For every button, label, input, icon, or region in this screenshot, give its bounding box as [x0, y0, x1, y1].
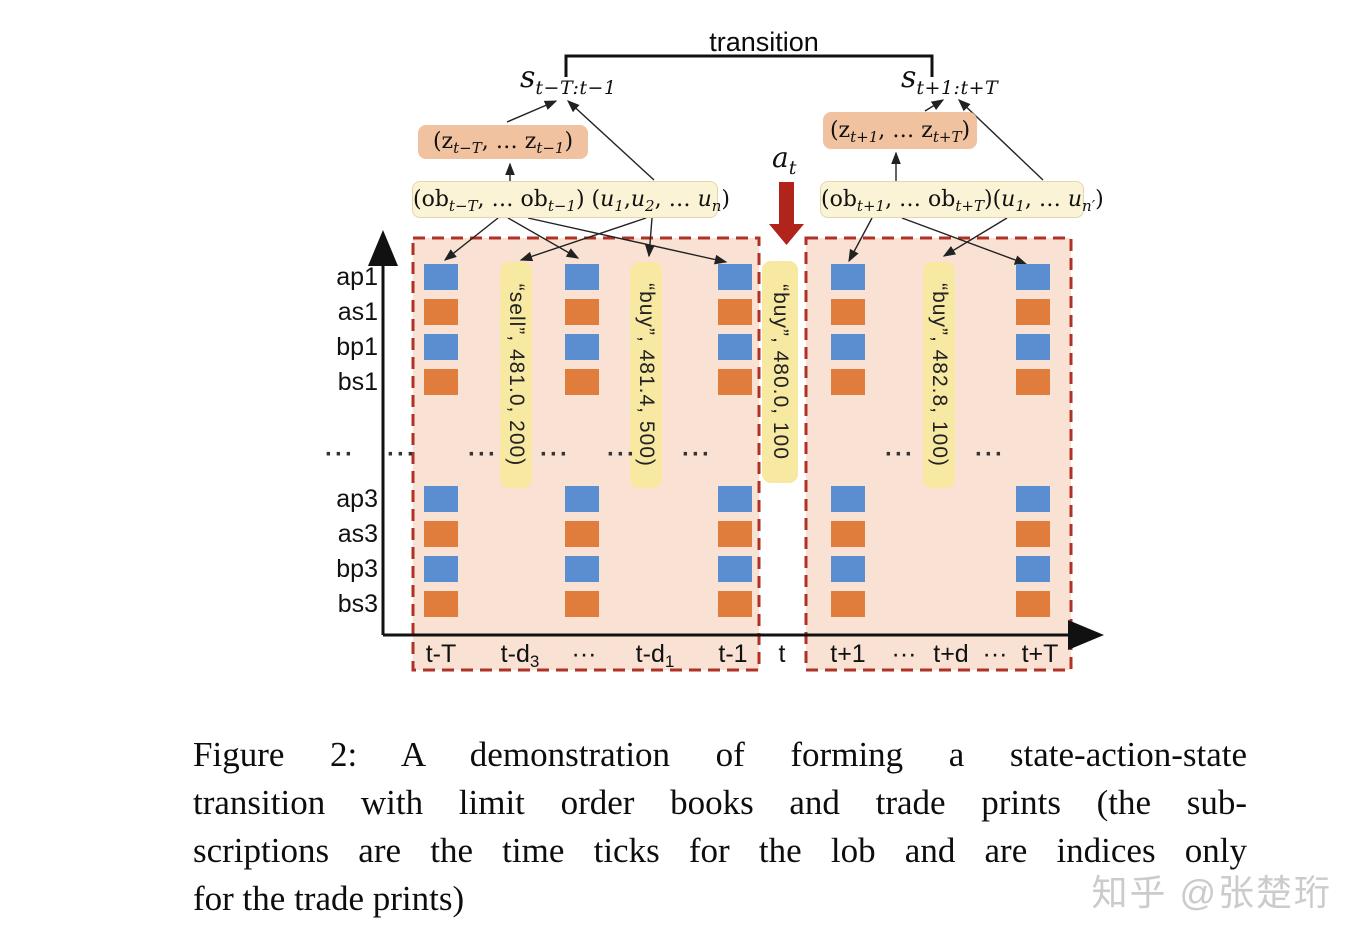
row-label-ap1: ap1 [336, 263, 378, 291]
lob-rect [831, 521, 865, 547]
x-tick-ellipsis: ··· [571, 640, 597, 668]
lob-rect [831, 556, 865, 582]
figure-caption: Figure 2: A demonstration of forming a s… [193, 731, 1247, 923]
encoded-lob-right-box: (zt+1, … zt+T) [823, 112, 977, 149]
lob-rect [424, 264, 458, 290]
lob-rect [718, 486, 752, 512]
trade-print-buy2-column [923, 262, 955, 488]
action-label: at [772, 141, 797, 179]
x-tick-t-d3: t-d3 [500, 640, 540, 671]
lob-rect [718, 299, 752, 325]
lob-rect [1016, 486, 1050, 512]
x-tick-t: t [778, 640, 786, 668]
lob-rect [1016, 299, 1050, 325]
lob-rect [1016, 369, 1050, 395]
state-right-label: st+1:t+T [901, 60, 999, 99]
lob-rect [424, 369, 458, 395]
state-left-label: st−T:t−1 [520, 60, 617, 99]
lob-rect [565, 556, 599, 582]
lob-rect [831, 264, 865, 290]
lob-rect [1016, 521, 1050, 547]
x-tick-t+1: t+1 [830, 640, 866, 668]
watermark: 知乎 @张楚珩 [1091, 872, 1332, 913]
row-label-bp1: bp1 [336, 333, 378, 361]
lob-column-t+1 [831, 0, 865, 700]
lob-rect [831, 369, 865, 395]
raw-lob-left-box: (obt−T, … obt−1) (u1,u2, … un) [412, 181, 730, 218]
x-tick-t-1: t-1 [718, 640, 748, 668]
row-label-bs3: bs3 [337, 590, 378, 618]
trade-print-sell-text: “sell”, 481.0, 200) [505, 283, 528, 467]
caption-line: Figure 2: A demonstration of forming a s… [193, 735, 1247, 774]
lob-rect [424, 299, 458, 325]
lob-rect [565, 299, 599, 325]
lob-rect [424, 556, 458, 582]
row-ellipsis: ··· [540, 441, 570, 468]
trade-print-action-text: “buy”, 480.0, 100 [769, 284, 792, 460]
trade-print-buy2-text: “buy”, 482.8, 100) [928, 283, 951, 467]
encoded-lob-left-box: (zt−T, … zt−1) [418, 125, 588, 159]
row-ellipsis: ··· [682, 441, 712, 468]
x-tick-t-T: t-T [425, 640, 457, 668]
lob-rect [831, 299, 865, 325]
transition-bracket [564, 54, 934, 77]
lob-rect [424, 486, 458, 512]
raw-lob-right-box: (obt+1, … obt+T)(u1, … un′) [820, 181, 1104, 218]
row-label-bs1: bs1 [337, 368, 378, 396]
lob-column-t-T [424, 0, 458, 700]
lob-rect [718, 591, 752, 617]
lob-rect [718, 334, 752, 360]
lob-rect [565, 369, 599, 395]
lob-rect [1016, 556, 1050, 582]
trade-print-sell-column [500, 262, 532, 488]
lob-rect [424, 591, 458, 617]
lob-rect [831, 334, 865, 360]
lob-column-t-1 [718, 0, 752, 700]
lob-rect [424, 334, 458, 360]
lob-rect [565, 521, 599, 547]
row-label-bp3: bp3 [336, 555, 378, 583]
row-label-as1: as1 [337, 298, 378, 326]
lob-column-t+T [1016, 0, 1050, 700]
lob-rect [565, 264, 599, 290]
lob-column-mid-left [565, 0, 599, 700]
caption-line: for the trade prints) [193, 879, 465, 918]
transition-label: transition [709, 27, 819, 57]
caption-line: scriptions are the time ticks for the lo… [193, 831, 1247, 870]
x-tick-ellipsis: ··· [982, 640, 1008, 668]
lob-rect [1016, 334, 1050, 360]
lob-rect [565, 334, 599, 360]
x-tick-t-d1: t-d1 [635, 640, 675, 671]
lob-rect [831, 486, 865, 512]
lob-rect [718, 556, 752, 582]
lob-rect [718, 264, 752, 290]
row-ellipsis: ··· [607, 441, 637, 468]
x-tick-ellipsis: ··· [891, 640, 917, 668]
row-ellipsis: ··· [468, 441, 498, 468]
lob-rect [565, 591, 599, 617]
lob-rect [831, 591, 865, 617]
lob-rect [718, 369, 752, 395]
action-arrow [769, 182, 804, 245]
x-tick-t+T: t+T [1021, 640, 1059, 668]
x-tick-t+d: t+d [933, 640, 969, 668]
trade-print-buy1-column [630, 262, 662, 488]
trade-print-action-column [762, 261, 798, 483]
row-label-as3: as3 [337, 520, 378, 548]
row-ellipsis: ··· [387, 441, 417, 468]
lob-rect [1016, 264, 1050, 290]
row-ellipsis: ··· [325, 441, 355, 468]
lob-rect [565, 486, 599, 512]
row-ellipsis: ··· [885, 441, 915, 468]
row-label-ap3: ap3 [336, 485, 378, 513]
lob-rect [424, 521, 458, 547]
row-ellipsis: ··· [975, 441, 1005, 468]
lob-rect [1016, 591, 1050, 617]
caption-line: transition with limit order books and tr… [193, 783, 1247, 822]
lob-rect [718, 521, 752, 547]
